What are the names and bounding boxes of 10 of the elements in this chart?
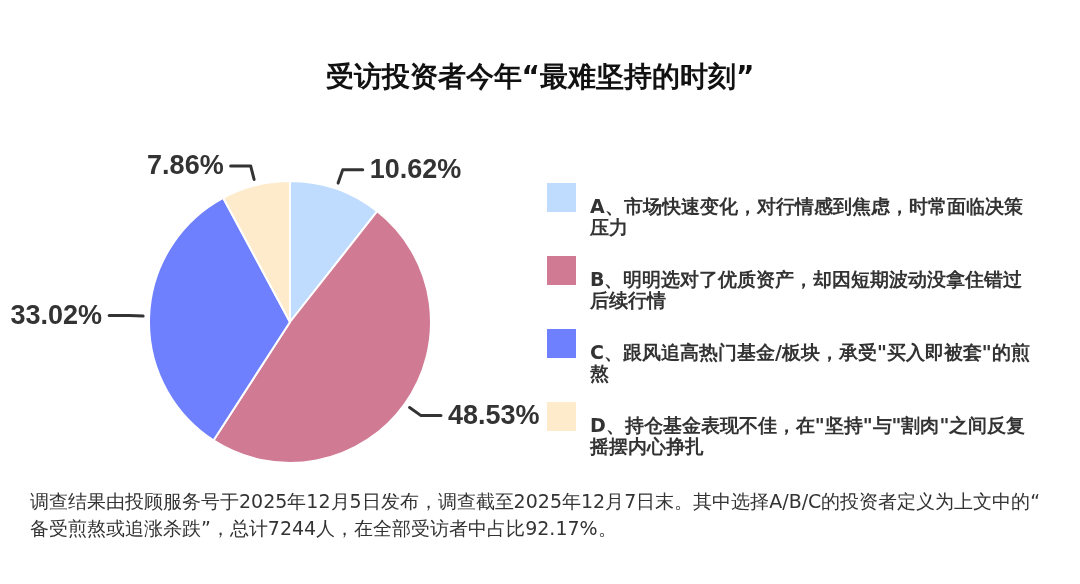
legend-label: D、持仓基金表现不佳，在"坚持"与"割肉"之间反复摇摆内心挣扎 bbox=[589, 413, 1026, 457]
legend-label: B、明明选对了优质资产，却因短期波动没拿住错过后续行情 bbox=[589, 267, 1024, 311]
legend-label: A、市场快速变化，对行情感到焦虑，时常面临决策压力 bbox=[589, 194, 1023, 238]
text: 调查结果由投顾服务号于2025年12月5日发布，调查截至2025年12月7日末。其中选择A/B/C的投资者定义为上文中的“备受煎熬或追涨杀跌”，总计7244人，在全部受访者中占比92.17%。 bbox=[30, 490, 1041, 539]
data-label: 7.86% bbox=[147, 149, 224, 180]
chart-title: 受访投资者今年“最难坚持的时刻” bbox=[325, 60, 755, 93]
data-label: 33.02% bbox=[10, 299, 103, 330]
data-label: 10.62% bbox=[369, 153, 462, 184]
legend-label: C、跟风追高热门基金/板块，承受"买入即被套"的煎熬 bbox=[589, 340, 1030, 384]
data-label: 48.53% bbox=[447, 399, 540, 430]
